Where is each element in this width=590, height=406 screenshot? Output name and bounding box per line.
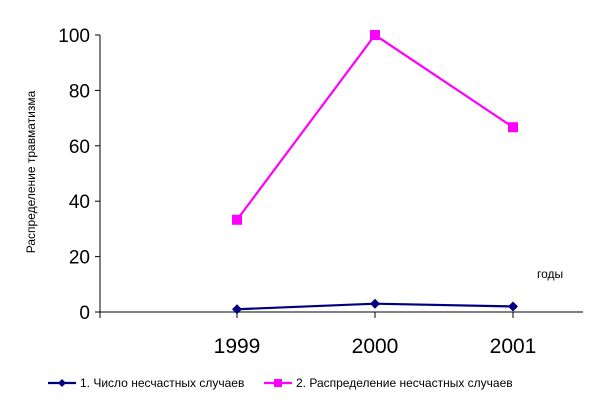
- x-tick-label: 2001: [490, 335, 537, 358]
- tick-labels: 0 20 40 60 80 100 1999 2000 2001: [58, 26, 536, 358]
- legend-label: 1. Число несчастных случаев: [80, 376, 244, 390]
- legend-label: 2. Распределение несчастных случаев: [296, 376, 513, 390]
- y-tick-label: 100: [58, 26, 90, 47]
- legend: 1. Число несчастных случаев 2. Распределе…: [48, 376, 513, 390]
- legend-item: 2. Распределение несчастных случаев: [264, 376, 513, 390]
- x-tick-label: 1999: [214, 335, 261, 358]
- x-tick-label: 2000: [352, 335, 399, 358]
- series-2: [232, 30, 518, 225]
- x-axis-label: годы: [537, 267, 563, 281]
- series-1: [232, 298, 518, 315]
- data-point: [232, 304, 242, 315]
- data-point: [508, 301, 518, 312]
- y-tick-label: 20: [69, 248, 90, 269]
- data-point: [370, 30, 380, 40]
- series-layer: [232, 30, 518, 315]
- axes: [95, 34, 583, 318]
- y-tick-label: 80: [69, 81, 90, 102]
- data-point: [232, 214, 242, 225]
- y-tick-label: 0: [79, 303, 90, 324]
- data-point: [508, 122, 518, 133]
- y-axis-label: Распределение травматизма: [24, 90, 38, 253]
- series-line: [236, 33, 514, 221]
- data-point: [370, 298, 380, 309]
- legend-item: 1. Число несчастных случаев: [48, 376, 244, 390]
- y-tick-label: 60: [69, 137, 90, 158]
- legend-marker: [58, 379, 66, 387]
- y-tick-label: 40: [69, 192, 90, 213]
- legend-marker: [274, 379, 282, 387]
